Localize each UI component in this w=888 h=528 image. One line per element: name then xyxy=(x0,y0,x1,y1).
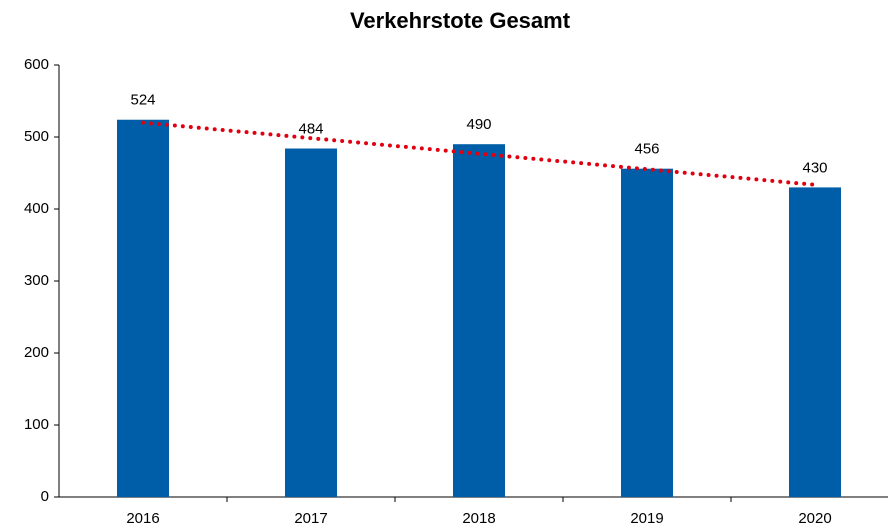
y-tick-label: 200 xyxy=(24,344,49,361)
x-tick-label: 2017 xyxy=(294,510,327,527)
y-tick-label: 600 xyxy=(24,56,49,73)
x-tick-label: 2019 xyxy=(630,510,663,527)
bar xyxy=(117,119,169,497)
trendline xyxy=(141,120,817,187)
value-label: 490 xyxy=(466,116,491,133)
y-tick-label: 0 xyxy=(41,488,49,505)
value-label: 430 xyxy=(802,159,827,176)
y-tick-label: 100 xyxy=(24,416,49,433)
x-tick-label: 2018 xyxy=(462,510,495,527)
bar xyxy=(621,168,673,497)
bar xyxy=(789,187,841,497)
y-tick-label: 300 xyxy=(24,272,49,289)
bar xyxy=(453,144,505,497)
value-label: 524 xyxy=(130,92,155,109)
x-tick-label: 2016 xyxy=(126,510,159,527)
value-label: 484 xyxy=(298,120,323,137)
x-tick-label: 2020 xyxy=(798,510,831,527)
chart-title: Verkehrstote Gesamt xyxy=(350,8,571,33)
bar xyxy=(285,148,337,497)
value-label: 456 xyxy=(634,141,659,158)
y-tick-label: 400 xyxy=(24,200,49,217)
y-tick-label: 500 xyxy=(24,128,49,145)
